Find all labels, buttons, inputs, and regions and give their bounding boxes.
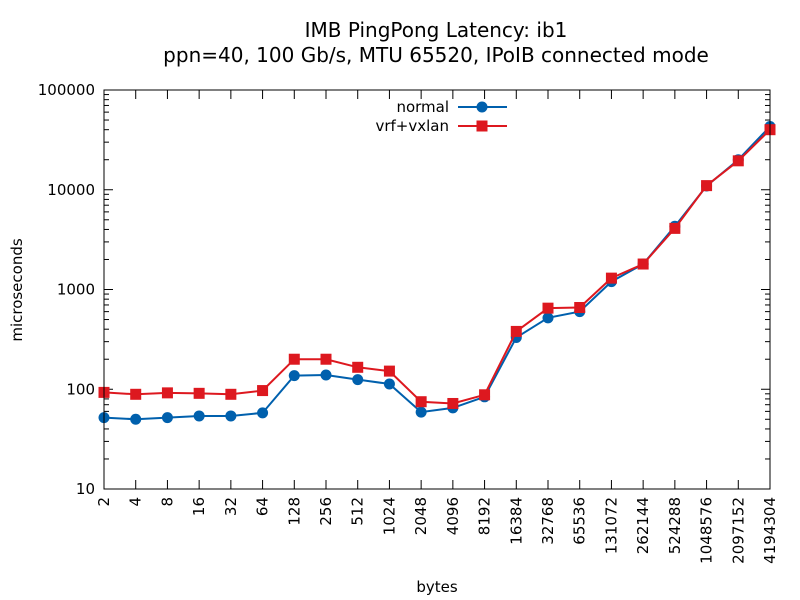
x-axis-label: bytes [416,578,458,596]
x-tick-label: 65536 [571,497,589,545]
y-tick-label: 100000 [38,81,95,99]
data-point [257,385,269,397]
series-1 [98,124,776,409]
x-tick-label: 2097152 [729,497,747,564]
legend-label: vrf+vxlan [375,117,449,135]
data-point [352,361,364,373]
x-tick-label: 512 [349,497,367,526]
series-line [103,125,771,421]
x-tick-label: 262144 [634,497,652,554]
x-tick-label: 64 [254,497,272,516]
data-point [288,353,300,365]
legend-label: normal [396,98,449,116]
data-point [193,387,205,399]
data-point [447,397,459,409]
x-tick-label: 1048576 [698,497,716,564]
axis-ticks: 10 100 1000 10000 100000 2 4 8 16 32 64 128 256 512 10… [38,81,779,564]
data-point [415,396,427,408]
x-tick-label: 256 [317,497,335,526]
data-point [161,412,173,424]
data-point [130,388,142,400]
legend-marker [476,101,488,113]
x-tick-label: 4 [127,497,145,507]
data-point [352,374,364,386]
data-point [383,378,395,390]
data-point [320,369,332,381]
legend-marker [476,120,488,132]
x-tick-label: 32 [222,497,240,516]
data-point [383,365,395,377]
data-point [510,325,522,337]
data-point [605,272,617,284]
x-tick-label: 16 [190,497,208,516]
y-tick-label: 100 [66,380,95,398]
series-layer [98,121,776,425]
data-point [669,222,681,234]
y-axis-label: microseconds [8,238,26,342]
x-tick-label: 128 [285,497,303,526]
x-tick-label: 8192 [476,497,494,535]
data-point [161,387,173,399]
x-tick-label: 131072 [602,497,620,554]
data-point [257,407,269,419]
x-tick-label: 2048 [412,497,430,535]
series-0 [98,121,776,425]
data-point [320,353,332,365]
data-point [415,406,427,418]
chart-subtitle: ppn=40, 100 Gb/s, MTU 65520, IPoIB conne… [163,43,709,67]
x-tick-label: 2 [95,497,113,507]
data-point [542,312,554,324]
plot-frame [103,89,771,490]
series-line [103,128,771,405]
y-tick-label: 1000 [57,281,95,299]
y-tick-label: 10000 [47,181,95,199]
chart-title: IMB PingPong Latency: ib1 [305,18,568,42]
data-point [288,370,300,382]
data-point [701,180,713,192]
x-tick-label: 8 [158,497,176,507]
data-point [542,302,554,314]
data-point [732,155,744,167]
x-tick-label: 16384 [507,497,525,545]
data-point [130,413,142,425]
x-tick-label: 4096 [444,497,462,535]
data-point [479,389,491,401]
x-tick-label: 524288 [666,497,684,554]
data-point [193,410,205,422]
y-tick-label: 10 [76,480,95,498]
x-tick-label: 32768 [539,497,557,545]
data-point [225,410,237,422]
data-point [225,388,237,400]
data-point [637,258,649,270]
data-point [574,302,586,314]
x-tick-label: 4194304 [761,497,779,564]
x-tick-label: 1024 [380,497,398,535]
